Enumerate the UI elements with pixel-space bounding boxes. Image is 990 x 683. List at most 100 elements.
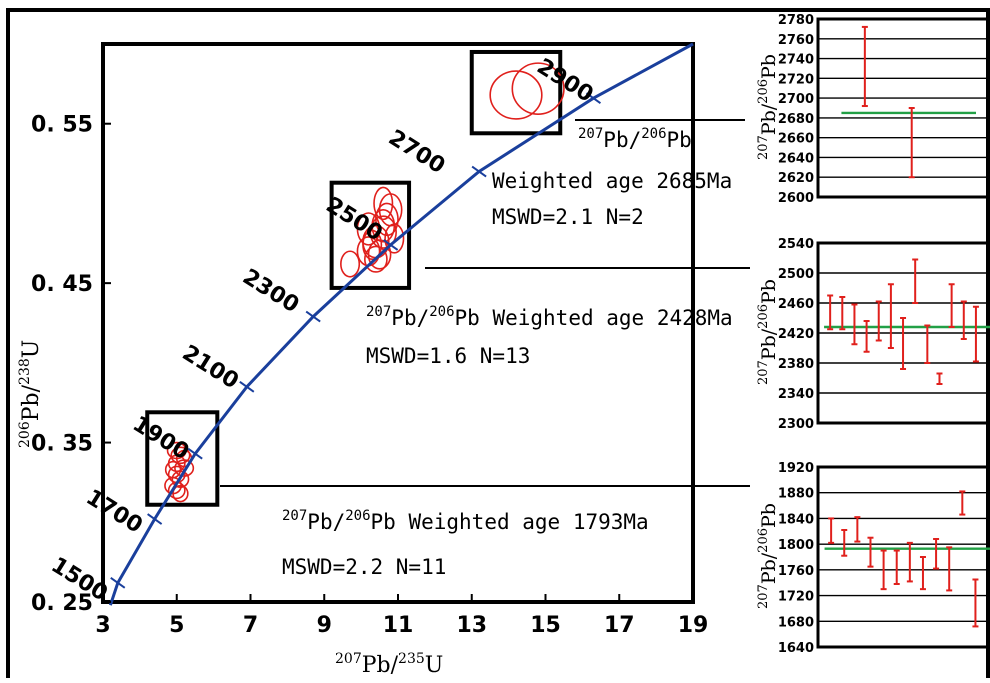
concordia-age-label: 1700 bbox=[81, 485, 146, 539]
annotation-part: 207 bbox=[282, 508, 307, 524]
inset-y-tick-label: 2620 bbox=[778, 171, 814, 186]
inset-y-axis-label-part: 207 bbox=[756, 584, 771, 609]
inset-y-tick-label: 2720 bbox=[778, 72, 814, 87]
inset-panel-1793: 1640 1680 1720 1760 1800 1840 1880 1920 207Pb/20… bbox=[756, 461, 990, 656]
annotation-part: Pb/ bbox=[603, 128, 641, 152]
inset-y-tick-label: 1760 bbox=[778, 564, 814, 579]
error-ellipse bbox=[511, 62, 565, 115]
inset-y-tick-label: 2740 bbox=[778, 53, 814, 68]
inset-y-tick-label: 2420 bbox=[778, 327, 814, 342]
annotation-part: MSWD=2.1 N=2 bbox=[492, 205, 644, 229]
x-tick-label: 19 bbox=[678, 613, 709, 638]
concordia-tick-mark bbox=[239, 380, 255, 393]
annotation-part: Pb/ bbox=[391, 306, 429, 330]
inset-y-axis-label-part: 206 bbox=[756, 304, 771, 329]
concordia-age-label: 2100 bbox=[178, 341, 243, 395]
concordia-tick-mark bbox=[471, 165, 487, 178]
annotation-part: Pb bbox=[667, 128, 692, 152]
annotation-text: Weighted age 2685Ma bbox=[492, 169, 732, 193]
annotation-part: 206 bbox=[429, 304, 454, 320]
leader-lines bbox=[220, 119, 750, 487]
inset-axes-box bbox=[816, 17, 990, 199]
inset-y-axis-label-part: Pb bbox=[758, 279, 780, 304]
inset-axes-box bbox=[816, 465, 990, 649]
inset-y-axis-label-part: Pb/ bbox=[758, 103, 780, 135]
inset-y-tick-label: 1840 bbox=[778, 512, 814, 527]
annotation-text: MSWD=1.6 N=13 bbox=[366, 344, 530, 368]
concordia-tick-mark bbox=[147, 513, 163, 525]
x-tick-label: 13 bbox=[456, 613, 487, 638]
x-tick-labels: 3 5 7 9 11 13 15 17 19 bbox=[95, 594, 708, 638]
x-tick-label: 5 bbox=[169, 613, 184, 638]
annotation-part: Pb bbox=[371, 510, 396, 534]
error-ellipse bbox=[340, 250, 361, 278]
inset-y-axis-label-part: 206 bbox=[756, 79, 771, 104]
inset-y-axis-label-part: Pb bbox=[758, 503, 780, 528]
y-axis-label: 206Pb/238U bbox=[17, 340, 44, 448]
annotation-text: MSWD=2.2 N=11 bbox=[282, 555, 446, 579]
y-tick-label: 0. 55 bbox=[31, 113, 93, 138]
inset-y-tick-label: 2680 bbox=[778, 112, 814, 127]
error-ellipse bbox=[172, 484, 189, 503]
annotation-part: Pb/ bbox=[307, 510, 345, 534]
inset-y-axis-label: 207Pb/206Pb bbox=[756, 54, 780, 160]
inset-y-axis-label-part: 207 bbox=[756, 360, 771, 385]
annotation-part: Weighted age 2685Ma bbox=[492, 169, 732, 193]
inset-y-tick-label: 2640 bbox=[778, 151, 814, 166]
y-tick-label: 0. 45 bbox=[31, 272, 93, 297]
inset-y-tick-label: 2380 bbox=[778, 357, 814, 372]
inset-y-tick-label: 2500 bbox=[778, 267, 814, 282]
concordia-age-label: 1900 bbox=[128, 412, 193, 466]
inset-y-axis-label-part: Pb/ bbox=[758, 328, 780, 360]
error-ellipse bbox=[371, 209, 396, 243]
inset-axes-box bbox=[816, 241, 990, 425]
concordia-tick-mark bbox=[383, 239, 399, 251]
inset-y-tick-label: 2600 bbox=[778, 191, 814, 206]
inset-y-tick-label: 1800 bbox=[778, 538, 814, 553]
annotation-part: MSWD=2.2 N=11 bbox=[282, 555, 446, 579]
annotation-text: 207Pb/206Pb Weighted age 1793Ma bbox=[282, 508, 649, 534]
inset-y-tick-label: 2340 bbox=[778, 387, 814, 402]
inset-y-axis-label-part: 206 bbox=[756, 528, 771, 553]
inset-y-tick-label: 2760 bbox=[778, 33, 814, 48]
inset-y-tick-label: 2660 bbox=[778, 132, 814, 147]
outer-border bbox=[6, 8, 990, 683]
error-ellipse bbox=[375, 202, 399, 237]
concordia-tick-mark bbox=[585, 92, 602, 105]
concordia-curve bbox=[108, 42, 694, 606]
highlight-boxes bbox=[145, 49, 563, 507]
annotation-part: 206 bbox=[345, 508, 370, 524]
inset-y-axis-label-part: Pb/ bbox=[758, 552, 780, 584]
error-ellipse bbox=[364, 245, 388, 273]
inset-panel-2685: 2600 2620 2640 2660 2680 2700 2720 2740 2760 2780… bbox=[756, 13, 990, 206]
y-tick-labels: 0. 25 0. 35 0. 45 0. 55 bbox=[31, 113, 111, 616]
error-ellipse bbox=[164, 460, 182, 479]
concordia-tick-mark bbox=[110, 577, 126, 589]
ellipse-group bbox=[164, 62, 565, 503]
inset-y-tick-label: 1920 bbox=[778, 461, 814, 476]
inset-y-axis-label: 207Pb/206Pb bbox=[756, 279, 780, 385]
y-tick-label: 0. 25 bbox=[31, 591, 93, 616]
error-ellipse bbox=[356, 212, 381, 246]
highlight-box bbox=[145, 410, 220, 507]
x-tick-label: 17 bbox=[604, 613, 635, 638]
inset-y-axis-label-part: 207 bbox=[756, 135, 771, 160]
inset-y-axis-label-part: Pb bbox=[758, 54, 780, 79]
inset-y-tick-label: 1680 bbox=[778, 615, 814, 630]
annotation-part: MSWD=1.6 N=13 bbox=[366, 344, 530, 368]
x-tick-label: 7 bbox=[243, 613, 258, 638]
annotation-part: Weighted age 1793Ma bbox=[396, 510, 649, 534]
annotation-text: 207Pb/206Pb bbox=[578, 126, 692, 152]
annotation-text: 207Pb/206Pb Weighted age 2428Ma bbox=[366, 304, 733, 330]
inset-panel-2428: 2300 2340 2380 2420 2460 2500 2540 207Pb/206Pb bbox=[756, 237, 990, 432]
error-ellipse bbox=[369, 215, 397, 249]
error-ellipse bbox=[373, 186, 394, 221]
inset-y-axis-label: 207Pb/206Pb bbox=[756, 503, 780, 609]
x-axis-label: 207Pb/235U bbox=[335, 651, 443, 678]
annotation-part: Weighted age 2428Ma bbox=[480, 306, 733, 330]
annotation-part: 207 bbox=[578, 126, 603, 142]
